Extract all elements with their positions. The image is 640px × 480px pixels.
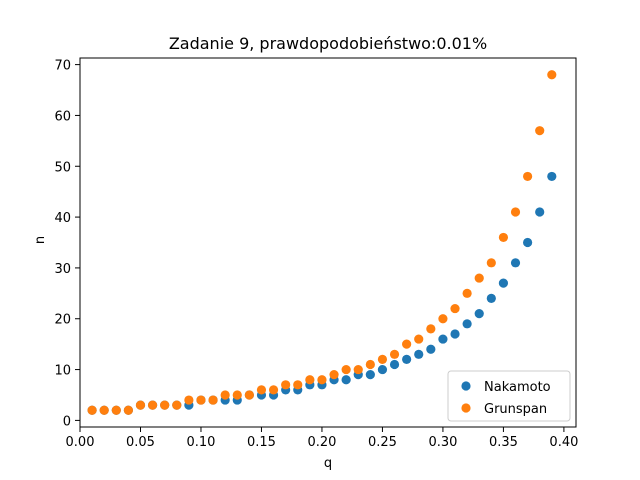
data-point (523, 237, 533, 248)
legend-frame (447, 370, 571, 422)
data-point (341, 375, 351, 385)
data-point (498, 232, 509, 243)
data-point (87, 405, 97, 415)
data-point (510, 207, 521, 217)
x-tick-label: 0.25 (368, 435, 397, 450)
data-point (462, 319, 472, 329)
y-tick-label: 10 (54, 364, 71, 379)
data-point (414, 349, 424, 359)
data-point (426, 344, 436, 354)
data-point (111, 405, 121, 415)
x-tick-label: 0.40 (549, 435, 578, 450)
y-tick-label: 0 (63, 414, 71, 429)
data-point (547, 171, 557, 182)
series-grunspan (87, 70, 557, 415)
y-axis-label: n (33, 236, 48, 244)
y-tick-label: 60 (54, 109, 71, 124)
data-point (135, 400, 146, 410)
data-point (147, 400, 158, 410)
axes-frame (79, 57, 577, 428)
data-point (438, 314, 448, 324)
data-point (438, 334, 448, 344)
data-point (523, 171, 533, 182)
data-point (414, 334, 424, 344)
data-point (232, 390, 242, 400)
data-point (268, 385, 279, 395)
data-point (305, 375, 315, 385)
x-tick-label: 0.10 (186, 435, 215, 450)
y-tick-label: 30 (54, 262, 71, 277)
legend-marker (461, 403, 471, 413)
data-point (510, 258, 521, 268)
legend: Nakamoto Grunspan (447, 370, 571, 422)
data-point (389, 349, 400, 359)
data-point (244, 390, 254, 400)
data-point (450, 329, 460, 339)
data-point (317, 375, 327, 385)
y-tick-label: 40 (54, 211, 71, 226)
data-point (353, 364, 363, 375)
data-point (547, 70, 557, 80)
data-point (474, 309, 484, 319)
data-point (474, 273, 484, 283)
data-point (99, 405, 109, 415)
data-point (486, 258, 496, 268)
data-point (293, 380, 303, 390)
x-tick-label: 0.30 (428, 435, 457, 450)
x-tick-label: 0.35 (489, 435, 518, 450)
data-point (196, 395, 206, 405)
data-point (256, 385, 267, 395)
data-point (220, 390, 230, 400)
data-point (377, 364, 388, 375)
data-point (123, 405, 133, 415)
y-tick-label: 20 (54, 313, 71, 328)
data-point (341, 364, 351, 375)
y-tick-label: 70 (54, 59, 71, 74)
data-point (208, 395, 218, 405)
data-point (402, 339, 412, 349)
x-tick-label: 0.05 (126, 435, 155, 450)
data-point (365, 359, 375, 370)
chart-title: Zadanie 9, prawdopodobieństwo:0.01% (169, 34, 487, 53)
data-point (535, 126, 545, 136)
data-point (281, 380, 291, 390)
data-point (426, 324, 436, 334)
data-point (462, 288, 472, 298)
legend-label: Nakamoto (484, 380, 551, 395)
data-point (329, 370, 339, 380)
x-tick-label: 0.00 (66, 435, 95, 450)
data-point (450, 303, 460, 314)
data-point (172, 400, 182, 410)
data-point (389, 359, 400, 370)
data-point (498, 278, 509, 288)
legend-marker (461, 381, 471, 391)
x-axis-label: q (324, 456, 332, 471)
x-tick-label: 0.15 (247, 435, 276, 450)
data-point (365, 370, 375, 380)
x-tick-label: 0.20 (307, 435, 336, 450)
legend-label: Grunspan (484, 402, 547, 417)
y-tick-label: 50 (54, 160, 71, 175)
data-point (377, 354, 388, 365)
data-point (486, 293, 496, 304)
data-point (402, 354, 412, 365)
data-point (184, 395, 194, 405)
data-point (160, 400, 170, 410)
data-point (535, 207, 545, 217)
plot-area: 0.00 0.05 0.10 0.15 0.20 0.25 0.30 0.35 0.40 0 10 2… (54, 57, 578, 450)
